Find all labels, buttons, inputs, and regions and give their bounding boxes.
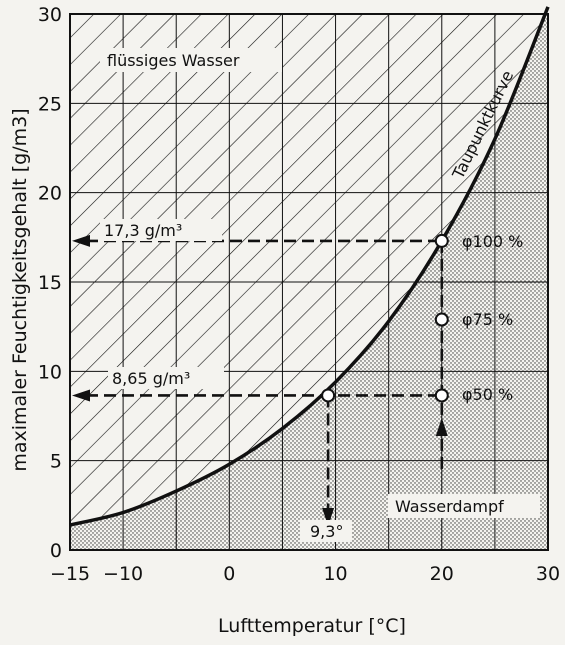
x-tick-labels: −15 −10 0 10 20 30 (50, 563, 560, 585)
y-tick-label: 0 (50, 540, 62, 562)
y-tick-label: 15 (38, 272, 62, 294)
arrow-up-icon (435, 418, 448, 436)
vapor-region (70, 14, 548, 550)
marker-point-1 (434, 312, 449, 327)
marker-point-3 (321, 388, 336, 403)
marker-label-phi-50: φ50 % (462, 385, 513, 404)
region-label-liquid: flüssiges Wasser (107, 51, 240, 70)
region-label-vapor: Wasserdampf (395, 497, 504, 516)
y-tick-label: 10 (38, 361, 62, 383)
annotation-9-3: 9,3° (310, 522, 343, 541)
x-axis-label: Lufttemperatur [°C] (218, 615, 406, 637)
series-line-taupunktkurve (69, 6, 550, 527)
y-tick-label: 30 (38, 4, 62, 26)
annotation-17-3: 17,3 g/m³ (104, 221, 182, 240)
y-tick-labels: 0 5 10 15 20 25 30 (38, 4, 62, 562)
marker-point-2 (434, 388, 449, 403)
guide-lines (72, 234, 448, 526)
y-axis-label: maximaler Feuchtigkeitsgehalt [g/m3] (9, 108, 31, 471)
marker-label-phi-100: φ100 % (462, 232, 523, 251)
marker-point-0 (434, 233, 449, 248)
liquid-water-region (70, 14, 546, 525)
arrow-left-icon (72, 234, 90, 247)
x-tick-label: −15 (50, 563, 90, 585)
x-tick-label: 30 (536, 563, 560, 585)
x-tick-label: 20 (430, 563, 454, 585)
y-tick-label: 20 (38, 183, 62, 205)
x-tick-label: −10 (103, 563, 143, 585)
plot-frame (69, 13, 549, 551)
x-tick-label: 0 (223, 563, 235, 585)
annotation-8-65: 8,65 g/m³ (112, 369, 190, 388)
y-tick-label: 25 (38, 93, 62, 115)
x-tick-label: 10 (323, 563, 347, 585)
arrow-down-icon (322, 508, 335, 526)
marker-label-phi-75: φ75 % (462, 310, 513, 329)
arrow-left-icon (72, 389, 90, 402)
marker-points (321, 233, 449, 403)
y-tick-label: 5 (50, 451, 62, 473)
